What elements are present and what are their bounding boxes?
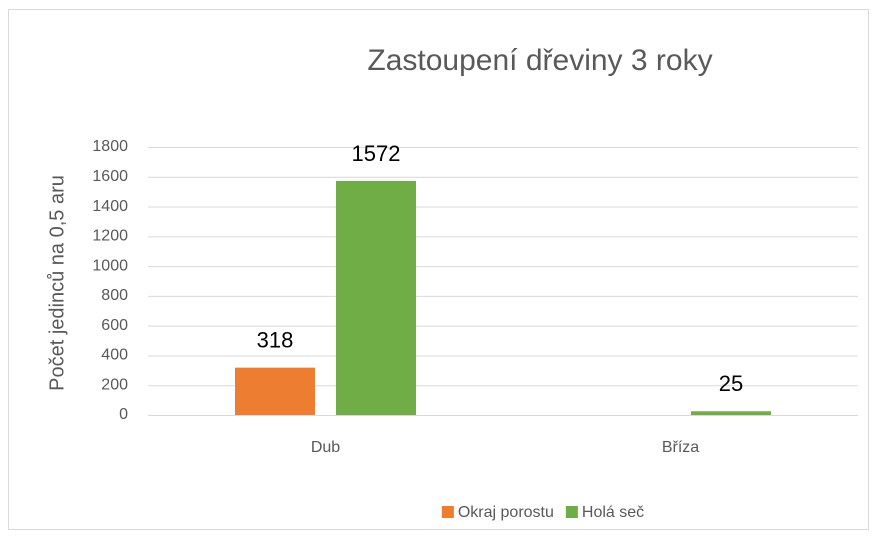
legend-swatch <box>441 506 454 518</box>
x-tick-label: Bříza <box>662 439 699 456</box>
x-tick-label: Dub <box>311 439 340 456</box>
legend-swatch <box>565 506 578 518</box>
y-tick-label: 600 <box>101 317 128 334</box>
bar <box>235 367 315 415</box>
y-tick-label: 1000 <box>92 257 128 274</box>
y-tick-label: 1400 <box>92 198 128 215</box>
data-label: 25 <box>719 371 743 396</box>
chart-title: Zastoupení dřeviny 3 roky <box>367 44 712 77</box>
y-tick-label: 1800 <box>92 138 128 155</box>
data-label: 318 <box>257 327 294 352</box>
y-tick-label: 200 <box>101 376 128 393</box>
y-tick-label: 400 <box>101 347 128 364</box>
data-label: 1572 <box>352 141 401 166</box>
bar <box>691 411 771 415</box>
y-tick-label: 800 <box>101 287 128 304</box>
y-tick-label: 1200 <box>92 228 128 245</box>
bar <box>336 180 416 415</box>
legend-label: Holá seč <box>582 504 644 521</box>
y-axis-label: Počet jedinců na 0,5 aru <box>46 175 68 391</box>
y-tick-label: 1600 <box>92 168 128 185</box>
chart-border <box>8 9 869 530</box>
y-tick-label: 0 <box>119 406 128 423</box>
legend-label: Okraj porostu <box>458 504 554 521</box>
